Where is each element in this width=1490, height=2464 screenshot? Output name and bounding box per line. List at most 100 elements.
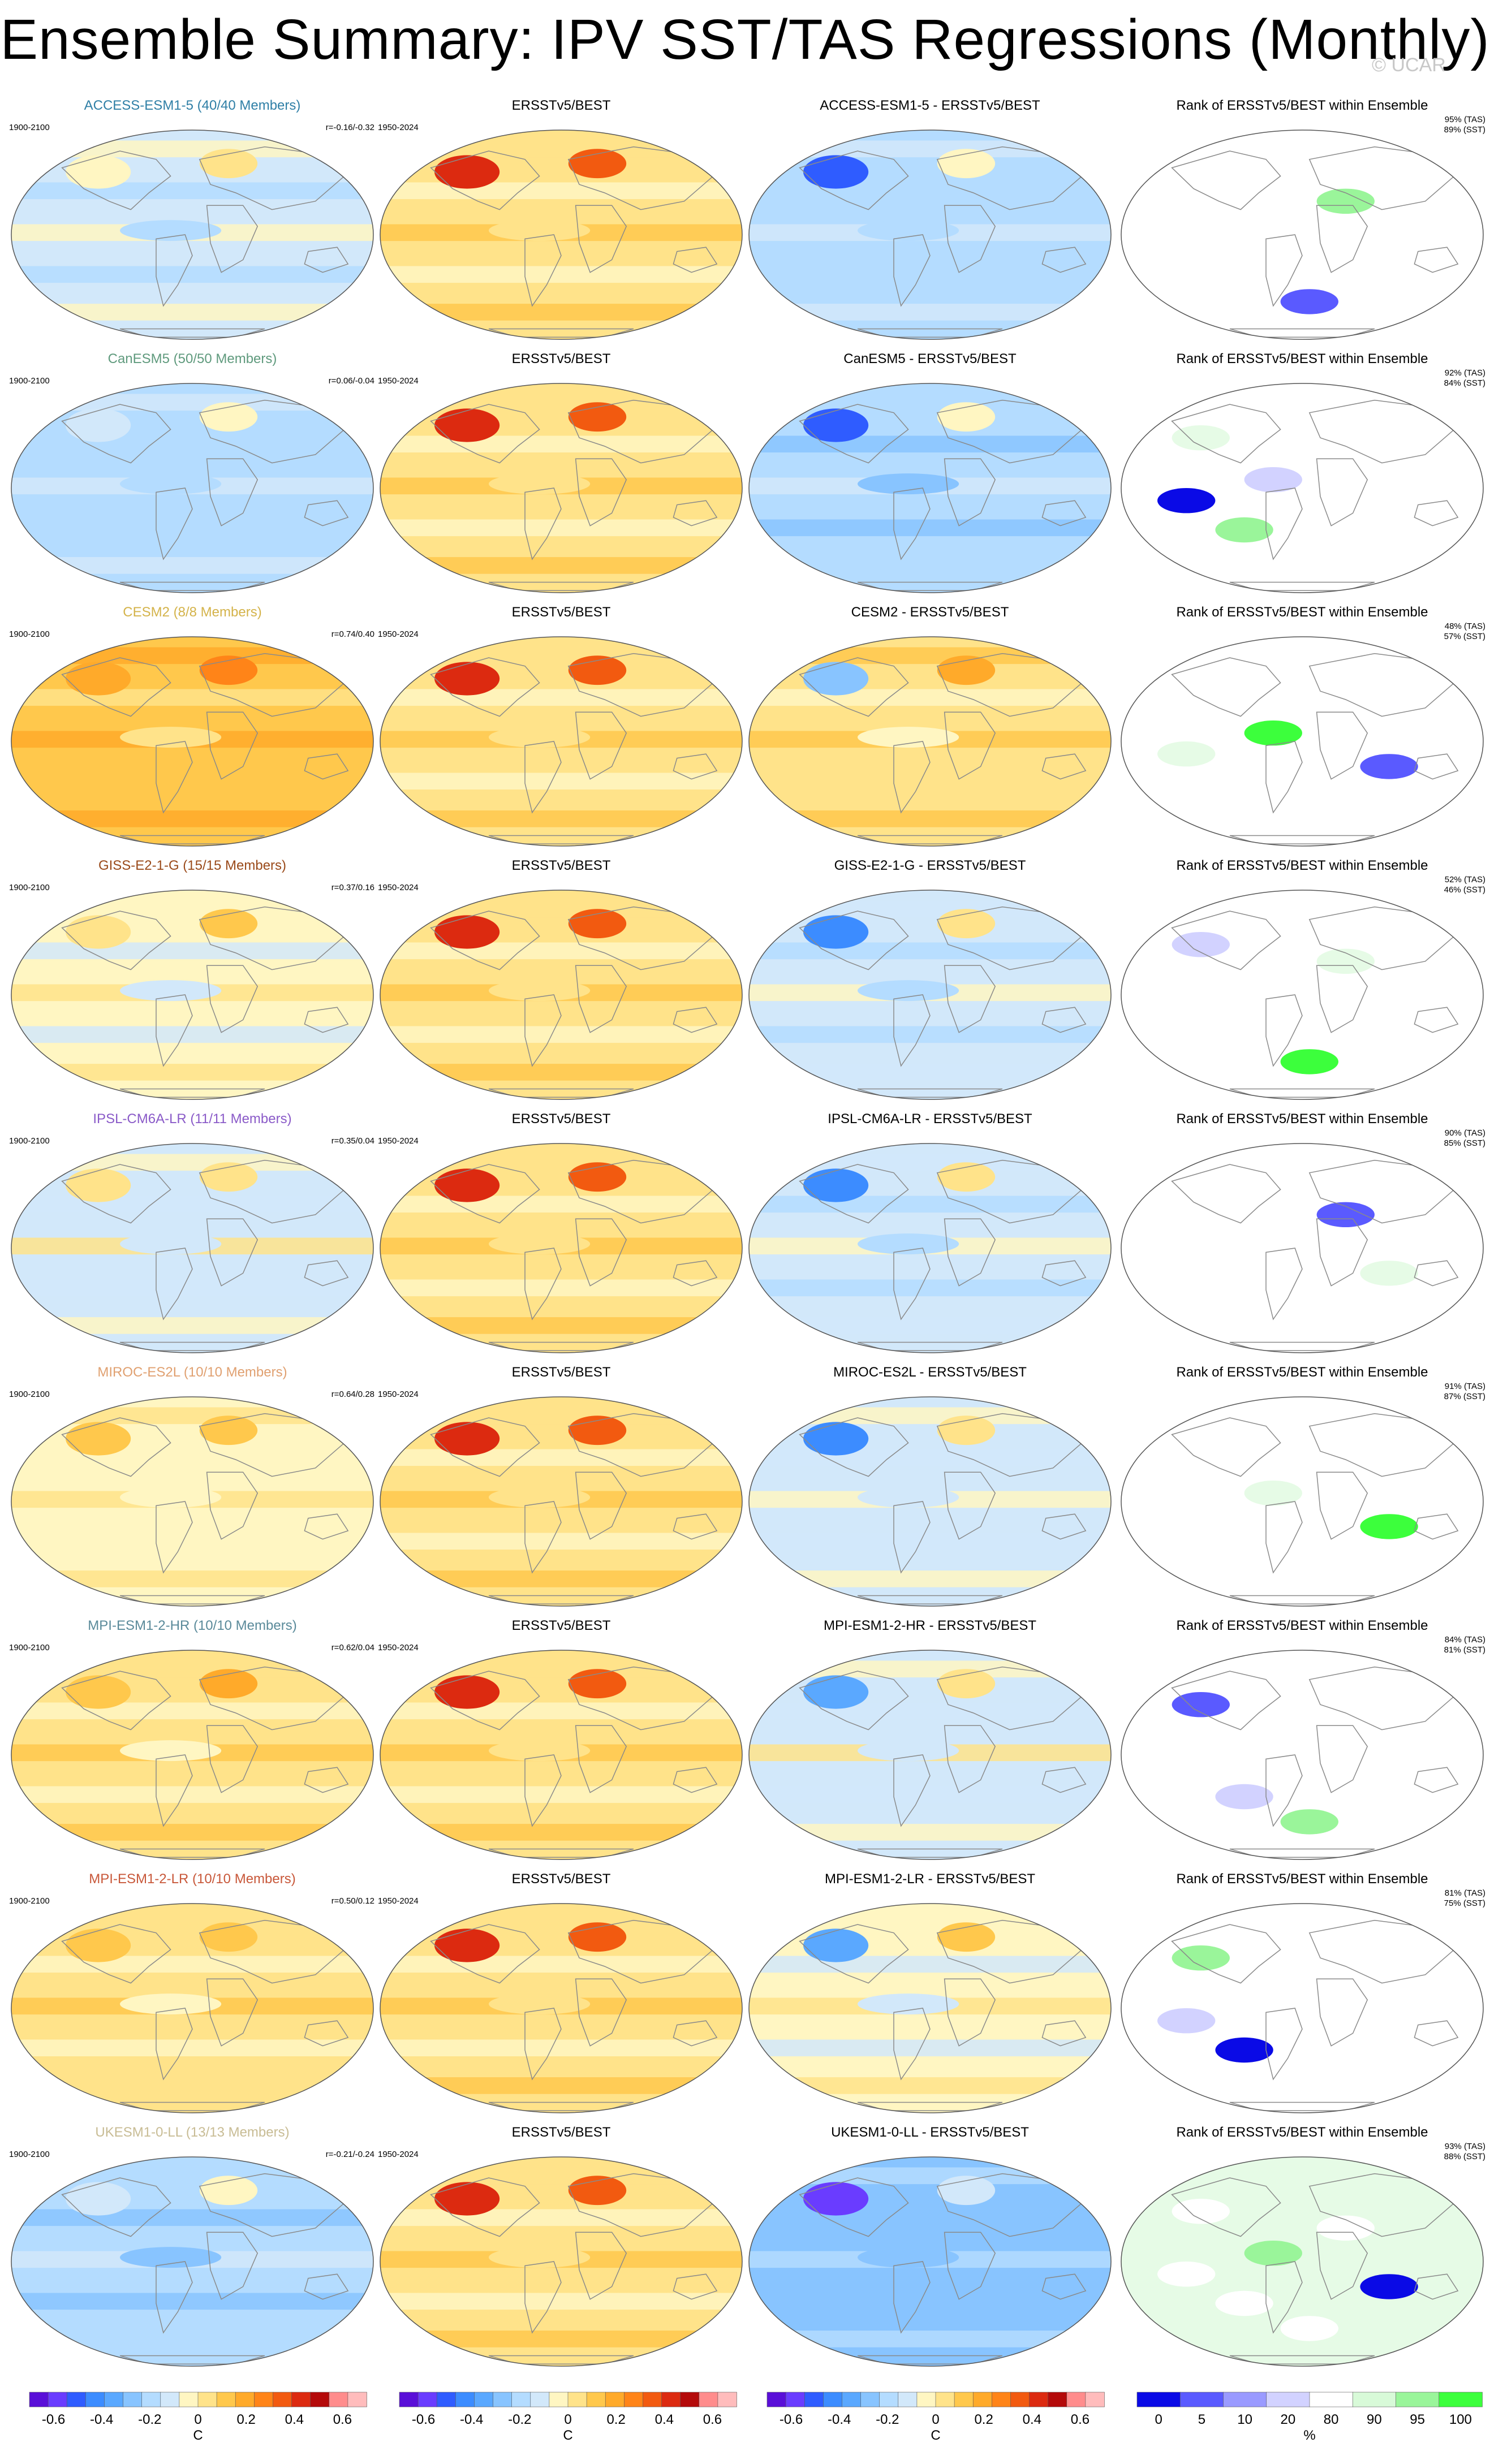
eurasia-outline bbox=[567, 1159, 714, 1224]
colorbar-swatch bbox=[605, 2392, 625, 2407]
colorbar-swatch bbox=[586, 2392, 606, 2407]
colorbar-swatch bbox=[511, 2392, 531, 2407]
south-america-outline bbox=[524, 1501, 562, 1574]
model-title: GISS-E2-1-G (15/15 Members) bbox=[98, 858, 286, 873]
model-period: 1900-2100 bbox=[9, 1389, 50, 1399]
south-america-outline bbox=[156, 2008, 193, 2081]
model-period: 1900-2100 bbox=[9, 376, 50, 386]
page-title: Ensemble Summary: IPV SST/TAS Regression… bbox=[0, 8, 1490, 71]
colorbar-unit: C bbox=[563, 2428, 572, 2443]
australia-outline bbox=[1041, 1260, 1087, 1287]
eurasia-outline bbox=[567, 1413, 714, 1477]
australia-outline bbox=[1041, 2273, 1087, 2300]
colorbar-swatch bbox=[699, 2392, 718, 2407]
rank-sst: 57% (SST) bbox=[1444, 632, 1485, 641]
model-map bbox=[11, 383, 373, 593]
south-america-outline bbox=[1265, 234, 1303, 307]
obs-period: 1950-2024 bbox=[378, 1389, 419, 1399]
africa-outline bbox=[1316, 1472, 1368, 1540]
colorbar-swatch bbox=[916, 2392, 936, 2407]
rank-title: Rank of ERSSTv5/BEST within Ensemble bbox=[1176, 1618, 1428, 1633]
colorbar-swatch bbox=[85, 2392, 105, 2407]
south-america-outline bbox=[156, 2261, 193, 2334]
eurasia-outline bbox=[1308, 399, 1455, 464]
model-period: 1900-2100 bbox=[9, 1643, 50, 1652]
eurasia-outline bbox=[199, 653, 345, 717]
north-america-outline bbox=[430, 1671, 540, 1731]
eurasia-outline bbox=[199, 1413, 345, 1477]
colorbar-4: 0 5 10 20 80 90 95 100% bbox=[1136, 2392, 1483, 2443]
south-america-outline bbox=[156, 741, 193, 814]
colorbar-swatch bbox=[273, 2392, 292, 2407]
colorbar-swatch bbox=[992, 2392, 1011, 2407]
eurasia-outline bbox=[936, 2173, 1083, 2237]
africa-outline bbox=[206, 1218, 259, 1287]
colorbar-swatch bbox=[530, 2392, 550, 2407]
eurasia-outline bbox=[199, 146, 345, 210]
colorbar-swatch bbox=[123, 2392, 143, 2407]
rank-sst: 81% (SST) bbox=[1444, 1645, 1485, 1655]
colorbar-unit: C bbox=[193, 2428, 203, 2443]
rank-title: Rank of ERSSTv5/BEST within Ensemble bbox=[1176, 605, 1428, 620]
model-map bbox=[11, 637, 373, 846]
colorbar-swatch bbox=[235, 2392, 255, 2407]
australia-outline bbox=[1414, 1007, 1459, 1033]
south-america-outline bbox=[893, 487, 931, 560]
obs-map bbox=[380, 1904, 742, 2113]
south-america-outline bbox=[1265, 1501, 1303, 1574]
colorbar-swatch bbox=[1066, 2392, 1086, 2407]
eurasia-outline bbox=[199, 906, 345, 970]
africa-outline bbox=[1316, 711, 1368, 780]
diff-map bbox=[749, 1650, 1111, 1859]
eurasia-outline bbox=[1308, 1666, 1455, 1731]
africa-outline bbox=[1316, 1725, 1368, 1793]
row-UKESM1-0-LL: UKESM1-0-LL (13/13 Members) 1900-2100 r=-0… bbox=[9, 2125, 1485, 2367]
diff-map bbox=[749, 130, 1111, 339]
south-america-outline bbox=[893, 741, 931, 814]
australia-outline bbox=[304, 753, 349, 780]
obs-map bbox=[380, 130, 742, 339]
rank-sst: 84% (SST) bbox=[1444, 378, 1485, 388]
colorbar-swatch bbox=[455, 2392, 475, 2407]
south-america-outline bbox=[893, 1501, 931, 1574]
africa-outline bbox=[206, 205, 259, 273]
australia-outline bbox=[304, 2273, 349, 2300]
south-america-outline bbox=[893, 234, 931, 307]
eurasia-outline bbox=[936, 906, 1083, 970]
north-america-outline bbox=[1171, 910, 1281, 970]
colorbar-tick: 0 bbox=[194, 2412, 201, 2427]
colorbar-tick: 0 bbox=[1155, 2412, 1162, 2427]
colorbar-tick: -0.2 bbox=[876, 2412, 899, 2427]
obs-title: ERSSTv5/BEST bbox=[512, 98, 611, 113]
colorbar-1: -0.6 -0.4 -0.2 0 0.2 0.4 0.6 C bbox=[29, 2392, 367, 2443]
rank-tas: 84% (TAS) bbox=[1445, 1635, 1485, 1645]
colorbar-swatch bbox=[179, 2392, 199, 2407]
australia-outline bbox=[304, 1007, 349, 1033]
africa-outline bbox=[944, 1218, 996, 1287]
australia-outline bbox=[1041, 1767, 1087, 1793]
australia-outline bbox=[673, 500, 718, 527]
obs-title: ERSSTv5/BEST bbox=[512, 858, 611, 873]
colorbar-swatch bbox=[972, 2392, 993, 2407]
africa-outline bbox=[206, 965, 259, 1033]
row-ACCESS-ESM1-5: ACCESS-ESM1-5 (40/40 Members) 1900-2100 r=… bbox=[9, 98, 1485, 340]
north-america-outline bbox=[799, 150, 909, 210]
australia-outline bbox=[1041, 1007, 1087, 1033]
australia-outline bbox=[673, 753, 718, 780]
obs-period: 1950-2024 bbox=[378, 1896, 419, 1906]
colorbar-swatch bbox=[347, 2392, 367, 2407]
model-title: MIROC-ES2L (10/10 Members) bbox=[97, 1365, 287, 1380]
australia-outline bbox=[673, 2273, 718, 2300]
australia-outline bbox=[673, 1767, 718, 1793]
diff-map bbox=[749, 2157, 1111, 2366]
obs-title: ERSSTv5/BEST bbox=[512, 351, 611, 366]
colorbar-swatch bbox=[436, 2392, 457, 2407]
rank-title: Rank of ERSSTv5/BEST within Ensemble bbox=[1176, 858, 1428, 873]
colorbar-tick: 5 bbox=[1198, 2412, 1205, 2427]
africa-outline bbox=[944, 965, 996, 1033]
north-america-outline bbox=[430, 910, 540, 970]
model-period: 1900-2100 bbox=[9, 123, 50, 132]
australia-outline bbox=[304, 1767, 349, 1793]
africa-outline bbox=[1316, 205, 1368, 273]
